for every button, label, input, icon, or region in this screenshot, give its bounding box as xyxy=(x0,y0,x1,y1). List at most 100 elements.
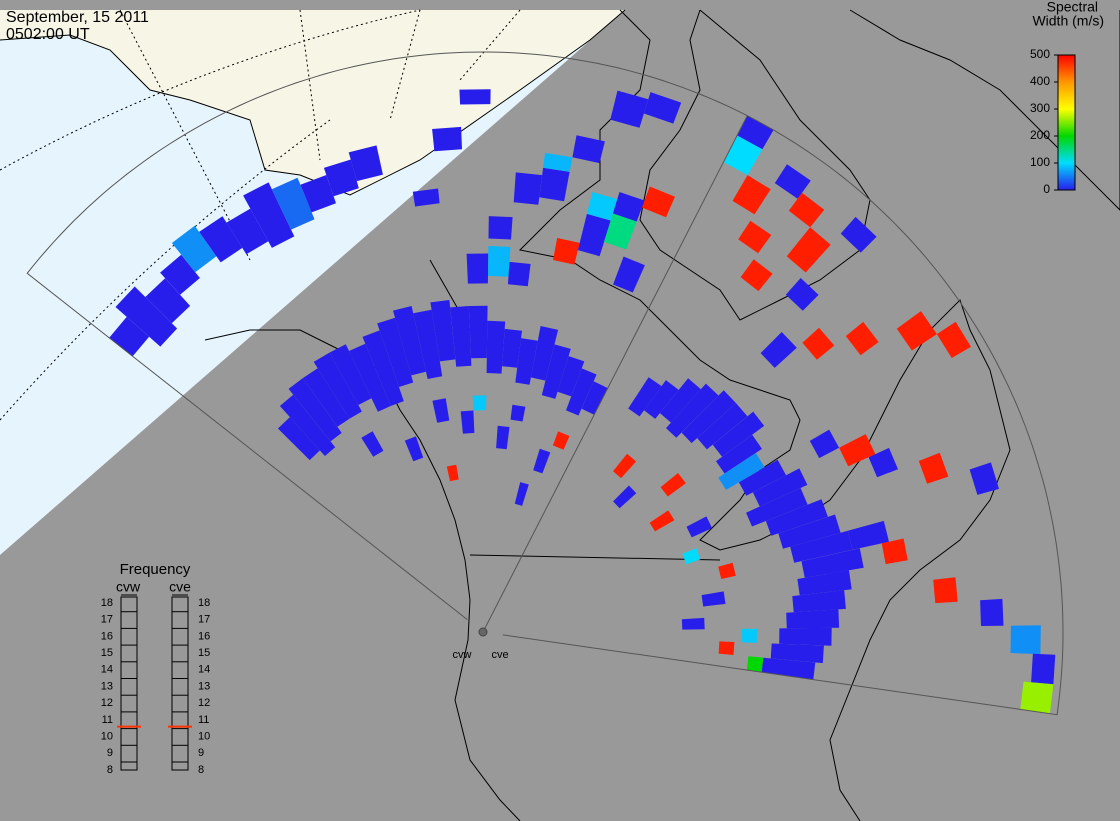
echo-cell xyxy=(543,152,573,172)
echo-cell xyxy=(115,286,178,347)
echo-cell xyxy=(488,216,513,240)
echo-cell xyxy=(738,220,772,254)
echo-cell xyxy=(510,404,526,422)
echo-cell xyxy=(557,356,585,397)
echo-cell xyxy=(686,516,713,538)
echo-cell xyxy=(199,216,243,263)
frequency-tick-label: 10 xyxy=(198,731,210,743)
echo-cell xyxy=(610,90,649,128)
echo-cell xyxy=(496,425,510,450)
echo-cell xyxy=(323,159,359,197)
echo-cell xyxy=(613,453,637,479)
echo-cell xyxy=(226,208,269,255)
radar-label: cvw xyxy=(453,649,472,661)
echo-cell xyxy=(770,643,824,664)
echo-cell xyxy=(666,383,719,438)
frequency-tick-label: 16 xyxy=(198,630,210,642)
echo-cell xyxy=(459,89,491,105)
echo-cell xyxy=(502,328,522,368)
echo-cell xyxy=(393,306,426,376)
frequency-tick-label: 11 xyxy=(198,714,209,726)
echo-cell xyxy=(643,92,682,124)
echo-cell xyxy=(761,657,816,680)
frequency-tick-label: 14 xyxy=(198,664,210,676)
echo-cell xyxy=(936,321,971,358)
echo-cell xyxy=(539,167,570,202)
frequency-tick-label: 9 xyxy=(107,747,113,759)
coastlines xyxy=(0,9,1120,821)
echo-cell xyxy=(839,434,876,467)
echo-cell xyxy=(488,246,511,277)
echo-cell xyxy=(785,278,819,311)
echo-cell xyxy=(712,411,765,457)
echo-cell xyxy=(746,488,808,527)
echo-cell xyxy=(723,135,763,176)
echo-cell xyxy=(681,390,736,444)
echo-cell xyxy=(288,378,342,442)
echo-cell xyxy=(881,538,908,565)
daylight-land xyxy=(0,10,625,195)
echo-cell xyxy=(586,192,618,221)
echo-cell xyxy=(160,254,200,295)
frequency-tick-label: 12 xyxy=(101,697,113,709)
echo-cell xyxy=(513,172,543,205)
frequency-tick-label: 15 xyxy=(198,647,210,659)
frequency-box xyxy=(120,596,138,771)
frequency-tick-label: 15 xyxy=(101,647,113,659)
echo-cell xyxy=(660,473,686,497)
frequency-tick-label: 18 xyxy=(101,597,113,609)
echo-cell xyxy=(552,431,570,450)
time: 0502:00 UT xyxy=(6,26,90,43)
echo-cell xyxy=(271,177,315,230)
echo-cell xyxy=(774,164,811,199)
frequency-tick-label: 12 xyxy=(198,697,210,709)
radar-fan: cvw cve xyxy=(26,51,1064,716)
colorbar-tick-label: 400 xyxy=(1030,74,1050,88)
echo-cell xyxy=(765,499,828,536)
colorbar-title: Width (m/s) xyxy=(1032,13,1104,29)
frequency-title: Frequency xyxy=(120,561,191,578)
echo-cell xyxy=(826,570,852,592)
echo-cell xyxy=(845,321,879,356)
echo-cell xyxy=(468,305,488,359)
echo-cell xyxy=(553,238,580,265)
fan-divider xyxy=(482,115,748,633)
echo-cell xyxy=(868,447,898,478)
echo-cell xyxy=(566,368,597,416)
echo-cell xyxy=(1031,653,1056,685)
echo-cell xyxy=(681,617,705,630)
frequency-tick-label: 11 xyxy=(102,714,113,726)
radar-site xyxy=(478,627,488,637)
echo-cell xyxy=(348,145,383,182)
echo-cell xyxy=(460,410,475,434)
echo-cell xyxy=(644,380,679,419)
echo-cell xyxy=(802,327,835,360)
echo-cell xyxy=(577,213,611,257)
echo-cell xyxy=(778,514,841,549)
frequency-tick-label: 10 xyxy=(101,731,113,743)
echo-cell xyxy=(1010,625,1041,655)
echo-cell xyxy=(896,311,937,351)
echo-cell xyxy=(514,482,529,506)
echo-cell xyxy=(918,452,949,484)
echo-cell xyxy=(741,628,757,643)
echo-cell xyxy=(659,378,701,423)
echo-cell xyxy=(613,485,637,509)
echo-cell xyxy=(362,330,404,406)
echo-cell xyxy=(145,278,191,324)
echo-cell xyxy=(472,395,487,411)
echo-cell xyxy=(486,320,506,374)
echo-cell xyxy=(361,431,384,457)
colorbar: Spectral Width (m/s) 0 100 200 300 400 500 xyxy=(1030,0,1104,196)
frequency-radar-label: cve xyxy=(169,579,191,595)
echo-cell xyxy=(507,261,531,287)
echo-cell xyxy=(349,343,391,412)
echo-cell xyxy=(171,225,217,273)
echo-cell xyxy=(613,256,645,293)
echo-cell xyxy=(649,510,675,532)
echo-cell xyxy=(430,300,456,362)
echo-cell xyxy=(746,656,764,673)
daylight-ocean xyxy=(0,10,625,555)
echo-cell xyxy=(302,368,350,427)
